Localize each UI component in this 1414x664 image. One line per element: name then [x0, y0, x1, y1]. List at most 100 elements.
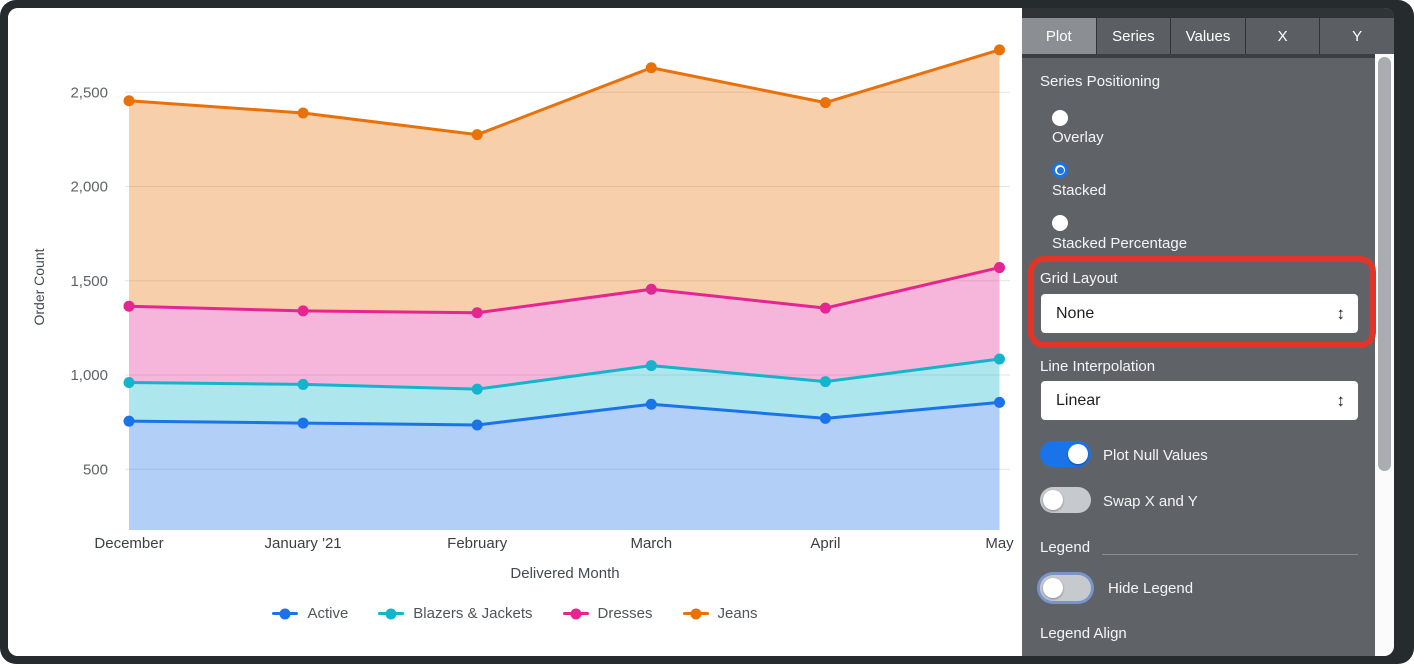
tab-bar-shadow — [1022, 54, 1394, 58]
line-interpolation-label: Line Interpolation — [1040, 358, 1156, 375]
plot-null-values-toggle[interactable] — [1040, 441, 1091, 467]
y-tick-label: 500 — [83, 461, 108, 478]
legend-item[interactable]: Dresses — [562, 605, 653, 622]
y-axis-title: Order Count — [31, 248, 47, 325]
x-tick-label: January '21 — [265, 535, 342, 552]
grid-layout-label: Grid Layout — [1040, 270, 1118, 287]
grid-layout-select[interactable]: None ↕ — [1041, 294, 1358, 333]
radio-overlay-label: Overlay — [1052, 129, 1104, 146]
data-point[interactable] — [471, 383, 483, 395]
legend-item[interactable]: Active — [272, 605, 348, 622]
series-positioning-label: Series Positioning — [1040, 73, 1161, 90]
tab-y[interactable]: Y — [1320, 18, 1394, 54]
data-point[interactable] — [297, 107, 309, 119]
legend-marker-dot — [570, 608, 582, 619]
radio-stacked-percentage-label: Stacked Percentage — [1052, 235, 1188, 252]
hide-legend-toggle[interactable] — [1040, 575, 1091, 601]
y-tick-label: 2,500 — [70, 84, 108, 101]
toggle-knob — [1068, 444, 1088, 464]
data-point[interactable] — [994, 262, 1005, 274]
x-tick-label: March — [630, 535, 672, 552]
tab-series[interactable]: Series — [1096, 18, 1171, 54]
radio-stacked-percentage[interactable] — [1052, 215, 1068, 231]
tab-x[interactable]: X — [1245, 18, 1320, 54]
data-point[interactable] — [123, 300, 135, 312]
data-point[interactable] — [819, 302, 831, 314]
area-band — [129, 402, 1000, 530]
legend-marker-dot — [385, 608, 397, 619]
legend-marker-dot — [690, 608, 702, 619]
plot-null-values-label: Plot Null Values — [1103, 447, 1208, 464]
line-interpolation-value: Linear — [1056, 391, 1101, 409]
panel-scrollbar-thumb[interactable] — [1378, 57, 1391, 471]
data-point[interactable] — [994, 396, 1005, 408]
legend-marker-icon — [378, 608, 405, 619]
data-point[interactable] — [123, 95, 135, 107]
x-tick-label: December — [94, 535, 163, 552]
grid-layout-value: None — [1056, 304, 1095, 322]
radio-stacked[interactable] — [1052, 162, 1068, 178]
updown-arrow-icon: ↕ — [1336, 390, 1346, 410]
y-tick-label: 2,000 — [70, 179, 108, 196]
data-point[interactable] — [123, 415, 135, 427]
chart-legend: Active Blazers & Jackets Dresses Jeans — [8, 605, 1022, 622]
radio-overlay[interactable] — [1052, 110, 1068, 126]
legend-section-divider — [1102, 554, 1358, 555]
swap-x-and-y-label: Swap X and Y — [1103, 493, 1198, 510]
toggle-knob — [1043, 490, 1063, 510]
legend-item[interactable]: Blazers & Jackets — [378, 605, 533, 622]
x-tick-label: February — [447, 535, 508, 552]
legend-label: Blazers & Jackets — [413, 605, 533, 622]
panel-scrollbar-track[interactable] — [1375, 54, 1394, 656]
data-point[interactable] — [645, 360, 657, 372]
legend-item[interactable]: Jeans — [682, 605, 758, 622]
legend-marker-icon — [272, 608, 299, 619]
data-point[interactable] — [471, 419, 483, 431]
y-tick-label: 1,500 — [70, 273, 108, 290]
chart-region: 500 1,000 1,500 2,000 2,500 December January '… — [8, 8, 1022, 656]
toggle-knob — [1043, 578, 1063, 598]
area-band — [129, 49, 1000, 313]
area-band — [129, 358, 1000, 425]
data-point[interactable] — [645, 62, 657, 74]
legend-label: Jeans — [717, 605, 758, 622]
x-tick-label: April — [810, 535, 840, 552]
stacked-area-chart: 500 1,000 1,500 2,000 2,500 December January '… — [31, 44, 1014, 582]
x-tick-label: May — [985, 535, 1014, 552]
tab-values[interactable]: Values — [1171, 18, 1245, 54]
data-point[interactable] — [471, 129, 483, 141]
data-point[interactable] — [994, 44, 1005, 56]
data-point[interactable] — [471, 307, 483, 319]
legend-section-label: Legend — [1040, 539, 1091, 556]
hide-legend-label: Hide Legend — [1108, 580, 1194, 597]
data-point[interactable] — [819, 412, 831, 424]
x-axis-title: Delivered Month — [510, 565, 619, 582]
tab-plot[interactable]: Plot — [1022, 18, 1096, 54]
legend-marker-icon — [682, 608, 709, 619]
updown-arrow-icon: ↕ — [1336, 303, 1346, 323]
legend-label: Dresses — [597, 605, 653, 622]
settings-panel: Plot Series Values X Y Series Positionin… — [1022, 8, 1394, 656]
series-line — [128, 357, 1000, 391]
data-point[interactable] — [645, 398, 657, 410]
data-point[interactable] — [645, 283, 657, 295]
data-point[interactable] — [297, 378, 309, 390]
y-tick-label: 1,000 — [70, 367, 108, 384]
data-point[interactable] — [994, 353, 1005, 365]
data-point[interactable] — [123, 377, 135, 389]
data-point[interactable] — [297, 305, 309, 317]
data-point[interactable] — [819, 376, 831, 388]
legend-label: Active — [307, 605, 349, 622]
app-window: 500 1,000 1,500 2,000 2,500 December January '… — [8, 8, 1394, 656]
swap-x-and-y-toggle[interactable] — [1040, 487, 1091, 513]
series-line — [128, 400, 1000, 427]
line-interpolation-select[interactable]: Linear ↕ — [1041, 381, 1358, 420]
legend-marker-dot — [279, 608, 291, 619]
data-point[interactable] — [297, 417, 309, 429]
legend-align-label: Legend Align — [1040, 625, 1127, 642]
data-point[interactable] — [819, 97, 831, 109]
panel-tab-bar: Plot Series Values X Y — [1022, 8, 1394, 54]
legend-marker-icon — [562, 608, 589, 619]
radio-stacked-label: Stacked — [1052, 182, 1107, 199]
